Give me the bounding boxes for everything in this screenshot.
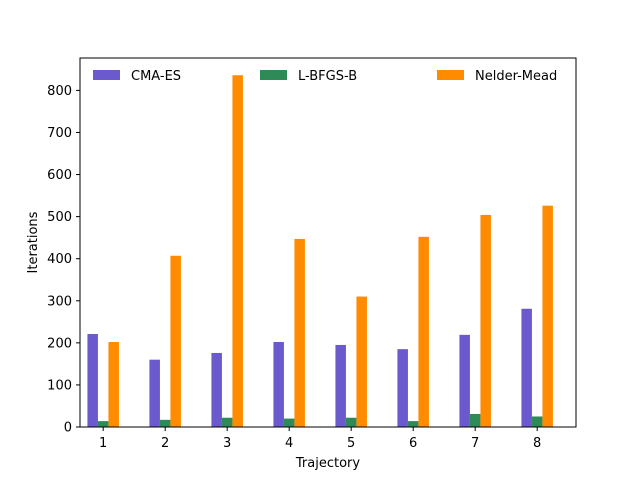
y-tick-label-700: 700 [47,126,72,141]
y-tick-label-200: 200 [47,336,72,351]
x-tick-label-8: 8 [533,436,541,451]
bar-nelder-mead-8 [542,205,553,427]
bar-cma-es-6 [397,349,408,427]
bar-cma-es-2 [149,359,160,427]
bar-l-bfgs-b-4 [283,418,295,427]
bar-nelder-mead-1 [108,342,119,427]
x-axis: 1 2 3 4 5 6 7 8 [99,427,541,451]
x-axis-label: Trajectory [295,456,360,471]
bar-cma-es-5 [335,344,346,427]
bar-nelder-mead-6 [418,236,429,427]
bar-nelder-mead-7 [480,214,491,427]
bar-nelder-mead-5 [356,296,367,427]
bar-cma-es-4 [273,342,284,427]
legend-label-l-bfgs-b: L-BFGS-B [298,69,357,84]
x-tick-label-7: 7 [471,436,479,451]
bar-cma-es-1 [87,334,98,427]
y-tick-label-400: 400 [47,252,72,267]
y-axis-label: Iterations [26,211,41,273]
bar-nelder-mead-2 [170,255,181,427]
legend-swatch-nelder-mead [437,70,464,80]
x-tick-label-6: 6 [409,436,417,451]
bar-cma-es-3 [211,352,222,427]
y-tick-label-500: 500 [47,210,72,225]
y-tick-label-800: 800 [47,84,72,99]
bar-nelder-mead-3 [232,75,243,427]
legend-label-nelder-mead: Nelder-Mead [475,69,557,84]
legend: CMA-ES L-BFGS-B Nelder-Mead [93,69,557,84]
legend-swatch-l-bfgs-b [260,70,287,80]
plot-frame [79,57,577,428]
y-axis: 0 100 200 300 400 500 600 700 800 [47,84,80,436]
y-tick-label-600: 600 [47,168,72,183]
x-tick-label-5: 5 [347,436,355,451]
bar-l-bfgs-b-6 [407,421,419,427]
y-tick-label-100: 100 [47,378,72,393]
x-tick-label-2: 2 [161,436,169,451]
bar-l-bfgs-b-7 [469,413,481,427]
bar-l-bfgs-b-2 [159,419,171,427]
legend-swatch-cma-es [93,70,120,80]
y-tick-label-0: 0 [64,421,72,436]
bar-l-bfgs-b-3 [221,417,233,427]
bar-cma-es-8 [521,308,532,427]
bar-nelder-mead-4 [294,238,305,427]
legend-label-cma-es: CMA-ES [131,69,181,84]
bar-l-bfgs-b-5 [345,417,357,427]
bar-l-bfgs-b-1 [97,421,109,427]
bar-cma-es-7 [459,334,470,427]
x-tick-label-4: 4 [285,436,293,451]
x-tick-label-3: 3 [223,436,231,451]
bars-layer [87,75,553,427]
bar-l-bfgs-b-8 [531,416,543,427]
x-tick-label-1: 1 [99,436,107,451]
y-tick-label-300: 300 [47,294,72,309]
